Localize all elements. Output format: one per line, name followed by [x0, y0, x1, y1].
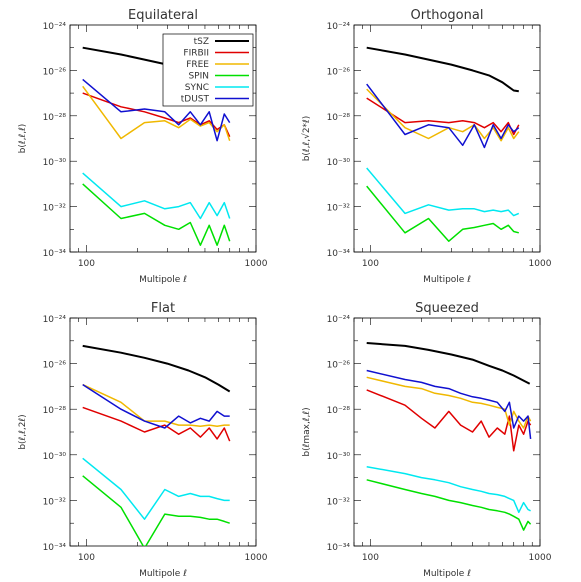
legend-label: tDUST: [181, 95, 210, 105]
panel-title: Equilateral: [128, 8, 198, 23]
panel-squeezed: 10⁻²⁴ 10⁻²⁶ 10⁻²⁸ 10⁻³⁰ 10⁻³² 10⁻³⁴ 100 1000 Squ…: [302, 301, 552, 579]
series-line-tsz: [82, 344, 231, 393]
y-tick-label: 10⁻²⁸: [327, 406, 351, 416]
plot-frame: [353, 24, 541, 253]
y-tick-label: 10⁻³²: [327, 497, 351, 507]
x-tick-label: 100: [362, 553, 379, 563]
panel-flat: 10⁻²⁴ 10⁻²⁶ 10⁻²⁸ 10⁻³⁰ 10⁻³² 10⁻³⁴ 100 1000 Fla…: [18, 301, 268, 579]
series-line-spin: [82, 183, 231, 246]
y-tick-label: 10⁻²⁴: [43, 22, 67, 32]
y-tick-label: 10⁻²⁶: [43, 67, 67, 77]
x-tick-label: 1000: [529, 259, 552, 269]
y-axis-label: b(ℓ,ℓ,ℓ): [18, 124, 28, 154]
series-line-tdust: [82, 78, 231, 142]
series-line-spin: [82, 475, 230, 546]
panel-orthogonal: 10⁻²⁴ 10⁻²⁶ 10⁻²⁸ 10⁻³⁰ 10⁻³² 10⁻³⁴ 100 1000 Ort…: [301, 8, 552, 285]
series-line-tsz: [366, 342, 531, 385]
x-tick-label: 100: [78, 259, 95, 269]
series-line-sync: [366, 465, 531, 514]
y-tick-label: 10⁻³⁴: [327, 543, 351, 553]
y-axis-label: b(ℓmax,ℓ,ℓ): [302, 407, 312, 456]
series-line-tsz: [366, 46, 519, 93]
panel-title: Squeezed: [415, 301, 479, 316]
legend-label: SPIN: [188, 72, 209, 82]
y-tick-label: 10⁻²⁴: [327, 315, 351, 325]
y-tick-label: 10⁻²⁸: [43, 113, 67, 123]
y-tick-label: 10⁻³⁴: [327, 249, 351, 259]
series-line-tdust: [82, 383, 230, 429]
y-tick-label: 10⁻³⁰: [327, 158, 351, 168]
series-line-sync: [82, 172, 231, 220]
series-line-sync: [82, 457, 230, 520]
y-tick-label: 10⁻²⁶: [327, 361, 351, 371]
x-tick-label: 100: [362, 259, 379, 269]
panel-title: Orthogonal: [411, 8, 484, 23]
y-tick-label: 10⁻³⁴: [43, 543, 67, 553]
x-axis-label: Multipole ℓ: [139, 569, 187, 579]
series-line-spin: [366, 479, 532, 531]
legend-box: [162, 33, 254, 107]
x-axis-label: Multipole ℓ: [423, 569, 471, 579]
series-line-free: [82, 383, 230, 427]
series-line-free: [366, 376, 532, 429]
y-axis-label: b(ℓ,ℓ,2ℓ): [18, 414, 28, 449]
x-axis-label: Multipole ℓ: [139, 275, 187, 285]
y-tick-label: 10⁻³⁰: [43, 452, 67, 462]
series-line-firbii: [366, 389, 532, 452]
panel-equilateral: 10⁻²⁴ 10⁻²⁶ 10⁻²⁸ 10⁻³⁰ 10⁻³² 10⁻³⁴ 100 1000 Equ…: [18, 8, 268, 285]
x-tick-label: 100: [78, 553, 95, 563]
y-tick-label: 10⁻³²: [43, 497, 67, 507]
series-line-tdust: [366, 369, 532, 439]
y-tick-label: 10⁻³⁰: [327, 452, 351, 462]
y-tick-label: 10⁻²⁸: [327, 113, 351, 123]
y-tick-label: 10⁻³⁴: [43, 249, 67, 259]
y-tick-label: 10⁻³²: [43, 204, 67, 214]
y-tick-label: 10⁻²⁴: [43, 315, 67, 325]
x-axis-label: Multipole ℓ: [423, 275, 471, 285]
legend-label: tSZ: [194, 37, 209, 47]
y-tick-label: 10⁻³²: [327, 204, 351, 214]
legend-label: FREE: [186, 60, 209, 70]
series-line-tdust: [366, 83, 520, 149]
series-line-free: [366, 88, 520, 142]
series-line-firbii: [366, 97, 520, 136]
y-tick-label: 10⁻³⁰: [43, 158, 67, 168]
series-line-firbii: [82, 406, 231, 442]
legend-label: FIRBII: [183, 49, 209, 59]
series-line-sync: [366, 167, 520, 217]
y-tick-label: 10⁻²⁸: [43, 406, 67, 416]
x-tick-label: 1000: [245, 259, 268, 269]
y-axis-label: b(ℓ,ℓ,√2*ℓ): [301, 116, 312, 162]
plot-frame: [69, 317, 257, 547]
series-line-spin: [366, 185, 519, 242]
legend-label: SYNC: [185, 83, 209, 93]
y-tick-label: 10⁻²⁶: [327, 67, 351, 77]
y-tick-label: 10⁻²⁴: [327, 22, 351, 32]
y-tick-label: 10⁻²⁶: [43, 361, 67, 371]
panel-title: Flat: [151, 301, 175, 316]
x-tick-label: 1000: [529, 553, 552, 563]
x-tick-label: 1000: [245, 553, 268, 563]
